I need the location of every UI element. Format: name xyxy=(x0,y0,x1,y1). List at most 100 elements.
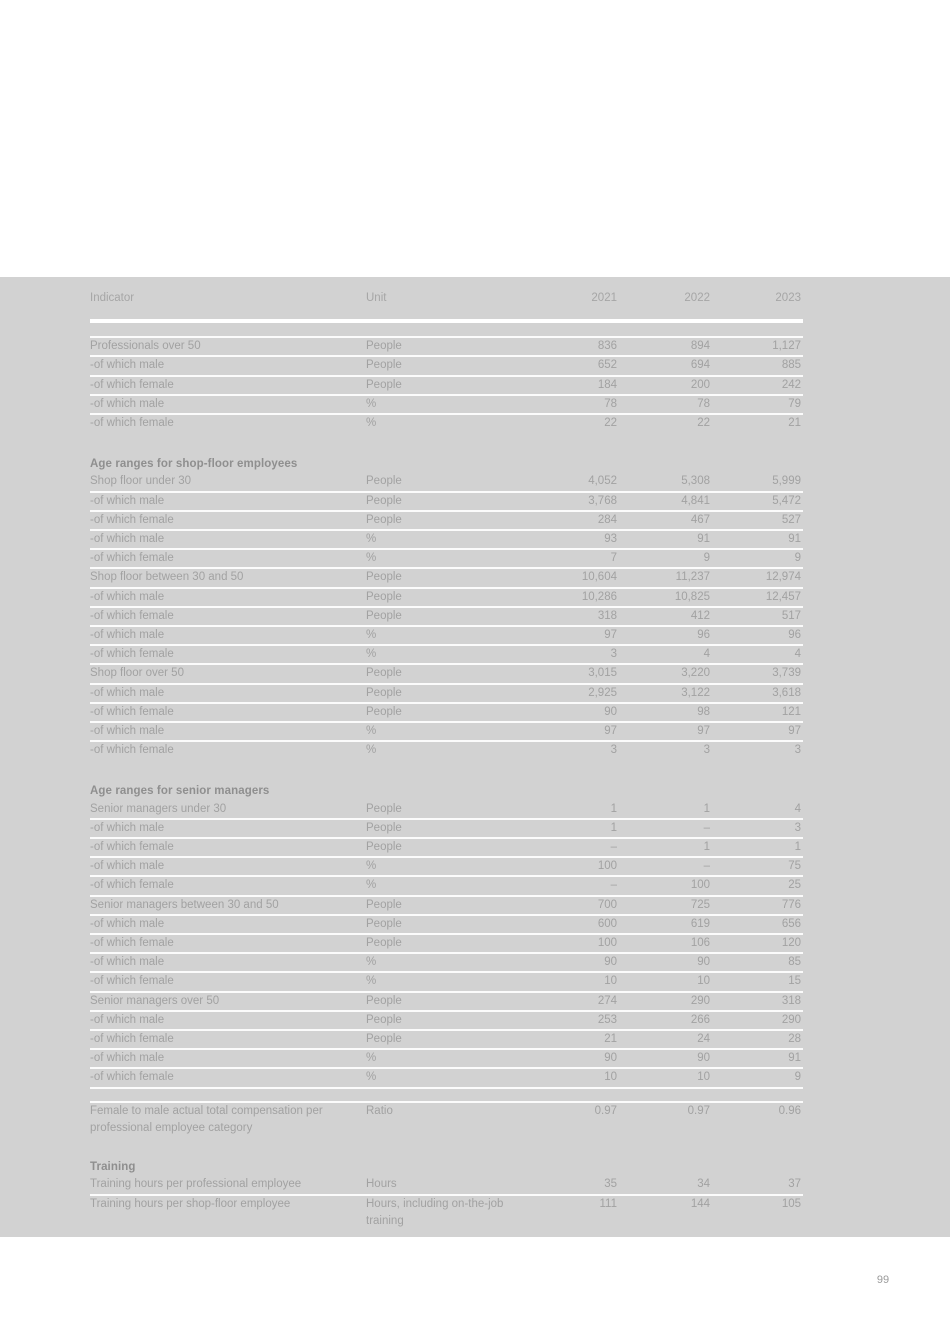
cell-value-2022: 266 xyxy=(690,1013,710,1026)
cell-value-2022: 3,220 xyxy=(681,667,710,680)
cell-value-2021: 10 xyxy=(604,975,617,988)
cell-value-2023: 37 xyxy=(788,1178,801,1191)
cell-indicator: -of which male xyxy=(90,917,165,930)
table-row: -of which male People 10,286 10,825 12,457 xyxy=(90,589,803,608)
cell-value-2021: 3 xyxy=(610,648,617,661)
cell-value-2022: 290 xyxy=(690,994,710,1007)
cell-value-2022: 91 xyxy=(697,533,710,546)
cell-indicator: -of which female xyxy=(90,937,174,950)
cell-indicator: Shop floor over 50 xyxy=(90,667,184,680)
cell-unit: % xyxy=(366,552,377,565)
cell-value-2023: 776 xyxy=(781,898,801,911)
cell-value-2022: 619 xyxy=(690,917,710,930)
cell-indicator: Female to male actual total compensation… xyxy=(90,1104,323,1134)
cell-value-2022: – xyxy=(703,860,710,873)
cell-indicator: -of which male xyxy=(90,533,165,546)
cell-indicator: -of which female xyxy=(90,744,174,757)
cell-value-2023: 656 xyxy=(781,917,801,930)
cell-indicator: Senior managers over 50 xyxy=(90,994,220,1007)
column-header-indicator: Indicator xyxy=(90,292,135,304)
cell-value-2021: 3,015 xyxy=(588,667,617,680)
cell-indicator: -of which female xyxy=(90,378,174,391)
cell-value-2021: 21 xyxy=(604,1033,617,1046)
cell-value-2022: 11,237 xyxy=(675,571,710,584)
cell-value-2022: 106 xyxy=(690,937,710,950)
cell-value-2022: 725 xyxy=(690,898,710,911)
cell-value-2021: 10,286 xyxy=(581,590,617,603)
cell-indicator: -of which male xyxy=(90,359,165,372)
cell-value-2021: 97 xyxy=(604,629,617,642)
page-number: 99 xyxy=(876,1274,890,1286)
table-row: Senior managers under 30 People 1 1 4 xyxy=(90,801,803,820)
cell-value-2021: 100 xyxy=(597,860,617,873)
cell-value-2023: 97 xyxy=(788,725,801,738)
cell-value-2021: 7 xyxy=(610,552,617,565)
cell-value-2023: 885 xyxy=(781,359,801,372)
cell-value-2022: 4 xyxy=(703,648,710,661)
cell-value-2023: 21 xyxy=(788,417,801,430)
section-header: Age ranges for senior managers xyxy=(90,785,270,798)
cell-value-2023: 15 xyxy=(788,975,801,988)
cell-value-2021: 1 xyxy=(610,802,617,815)
table-row: -of which female People 184 200 242 xyxy=(90,377,803,396)
cell-value-2022: 0.97 xyxy=(687,1104,710,1117)
cell-indicator: -of which female xyxy=(90,975,174,988)
table-row: Shop floor between 30 and 50 People 10,604… xyxy=(90,569,803,589)
cell-value-2023: 0.96 xyxy=(778,1104,801,1117)
cell-value-2021: 3,768 xyxy=(588,494,617,507)
cell-indicator: -of which female xyxy=(90,552,174,565)
column-header-unit: Unit xyxy=(366,292,387,304)
cell-value-2023: 242 xyxy=(781,378,801,391)
cell-value-2021: – xyxy=(610,841,617,854)
cell-value-2022: 78 xyxy=(697,397,710,410)
cell-indicator: -of which male xyxy=(90,629,165,642)
cell-indicator: -of which male xyxy=(90,686,165,699)
cell-value-2021: 90 xyxy=(604,956,617,969)
cell-value-2022: 10 xyxy=(697,975,710,988)
cell-indicator: -of which female xyxy=(90,841,174,854)
cell-value-2023: 4 xyxy=(794,648,801,661)
cell-indicator: -of which male xyxy=(90,1052,165,1065)
cell-unit: People xyxy=(366,571,402,584)
section-header: Training xyxy=(90,1161,136,1174)
cell-indicator: -of which male xyxy=(90,725,165,738)
cell-value-2022: 3 xyxy=(703,744,710,757)
table-row: -of which female% 22 22 21 xyxy=(90,415,803,434)
column-header-2022: 2022 xyxy=(684,292,710,304)
table-row: -of which female% 10 10 9 xyxy=(90,1069,803,1089)
cell-value-2021: 274 xyxy=(597,994,617,1007)
cell-value-2022: 4,841 xyxy=(681,494,710,507)
cell-unit: People xyxy=(366,667,402,680)
cell-value-2023: 5,472 xyxy=(772,494,801,507)
cell-value-2022: 412 xyxy=(690,609,710,622)
cell-value-2023: 75 xyxy=(788,860,801,873)
cell-indicator: -of which female xyxy=(90,648,174,661)
cell-unit: People xyxy=(366,994,402,1007)
cell-value-2021: 111 xyxy=(599,1197,617,1210)
cell-unit: People xyxy=(366,937,402,950)
cell-unit: People xyxy=(366,494,402,507)
cell-value-2021: 22 xyxy=(604,417,617,430)
cell-unit: People xyxy=(366,1033,402,1046)
table-row: -of which female% 10 10 15 xyxy=(90,973,803,993)
cell-unit: People xyxy=(366,841,402,854)
cell-unit: % xyxy=(366,975,377,988)
cell-value-2023: 5,999 xyxy=(772,475,801,488)
column-header-2023: 2023 xyxy=(775,292,801,304)
cell-value-2023: 12,974 xyxy=(765,571,801,584)
table-row: -of which female People 21 24 28 xyxy=(90,1031,803,1051)
cell-unit: People xyxy=(366,821,402,834)
table-row: Shop floor under 30 People 4,052 5,308 5,999 xyxy=(90,473,803,493)
cell-unit: % xyxy=(366,725,377,738)
cell-indicator: -of which female xyxy=(90,1071,174,1084)
cell-value-2022: 22 xyxy=(697,417,710,430)
cell-value-2023: 1,127 xyxy=(772,340,801,353)
table-row: -of which male% 90 90 91 xyxy=(90,1050,803,1070)
cell-unit: People xyxy=(366,917,402,930)
table-row: -of which female% 7 9 9 xyxy=(90,550,803,570)
cell-value-2021: 90 xyxy=(604,705,617,718)
cell-unit: People xyxy=(366,802,402,815)
cell-value-2023: 1 xyxy=(794,841,801,854)
cell-value-2022: – xyxy=(703,821,710,834)
cell-unit: People xyxy=(366,513,402,526)
